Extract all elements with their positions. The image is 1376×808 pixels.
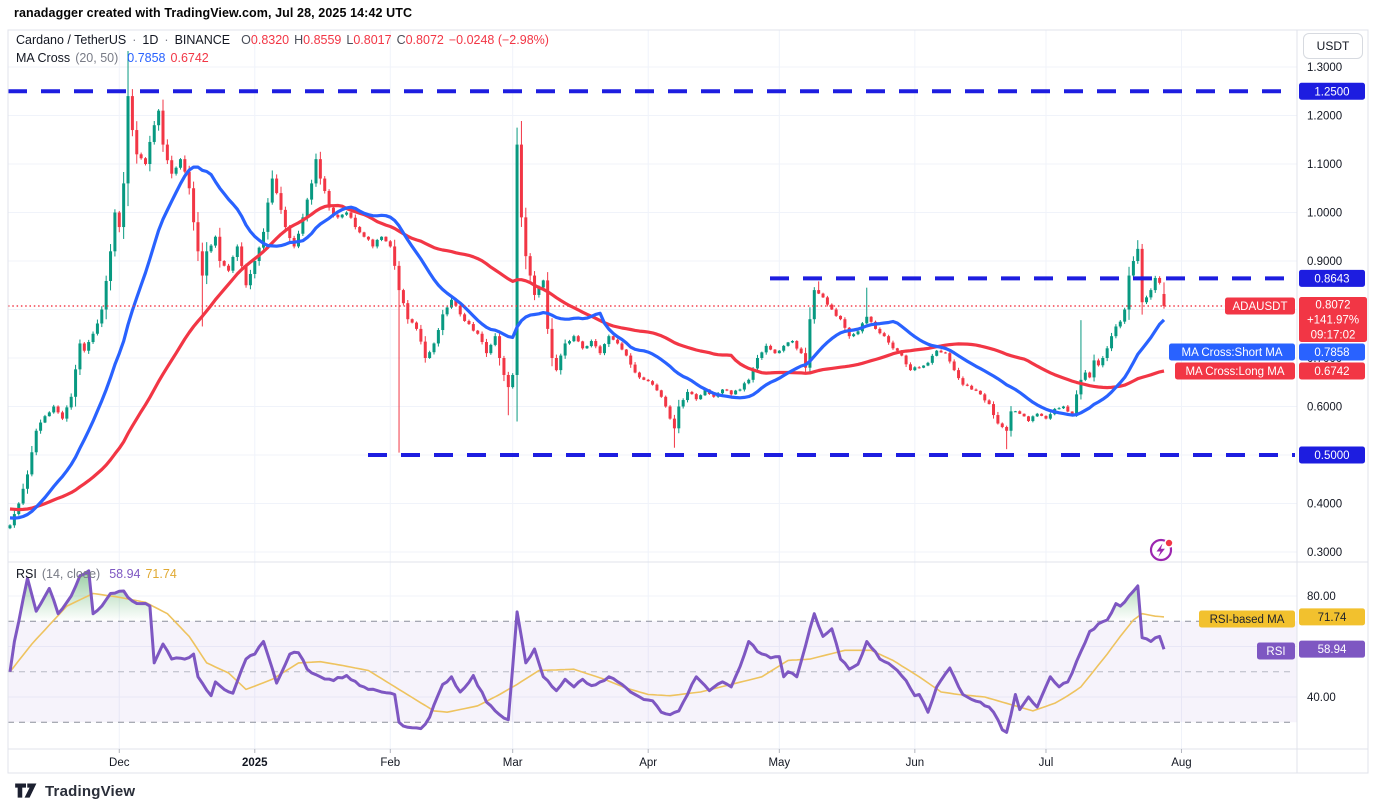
ma-cross-legend-row: MA Cross (20, 50) 0.7858 0.6742: [16, 51, 209, 65]
flash-ideas-icon[interactable]: [1146, 534, 1178, 566]
rsi-ma-label: [1199, 610, 1295, 628]
ma-long-label: [1175, 362, 1295, 380]
svg-text:71.74: 71.74: [1318, 612, 1347, 624]
svg-text:0.6742: 0.6742: [1314, 366, 1349, 378]
change-value: −0.0248 (−2.98%): [448, 33, 549, 47]
legend-separator: ·: [132, 33, 137, 47]
time-label-2025: 2025: [242, 757, 268, 769]
svg-text:MA Cross:Long MA: MA Cross:Long MA: [1185, 366, 1284, 378]
svg-text:0.8072: 0.8072: [1315, 300, 1350, 312]
rsi-overbought-fill: [18, 570, 1141, 622]
rsi-value: 58.94: [109, 567, 141, 581]
svg-text:RSI: RSI: [1266, 646, 1285, 658]
ohlc-low: L 0.8017: [346, 33, 391, 47]
svg-text:0.8643: 0.8643: [1314, 273, 1349, 285]
ma-cross-args: (20, 50): [75, 51, 119, 65]
svg-text:80.00: 80.00: [1307, 591, 1336, 603]
candles: [8, 51, 1166, 530]
rsi-line: [8, 569, 1166, 734]
last-price-badge: [1299, 297, 1367, 343]
svg-text:1.3000: 1.3000: [1307, 62, 1342, 74]
svg-text:09:17:02: 09:17:02: [1311, 330, 1356, 342]
attribution-text: ranadagger created with TradingView.com,…: [14, 6, 413, 20]
svg-text:RSI-based MA: RSI-based MA: [1210, 614, 1285, 626]
time-label-Dec: Dec: [109, 757, 130, 769]
currency-unit-button[interactable]: USDT: [1303, 33, 1363, 59]
symbol-legend-row: Cardano / TetherUS · 1D · BINANCE O 0.83…: [16, 33, 549, 47]
rsi-args: (14, close): [41, 567, 101, 581]
svg-text:0.9000: 0.9000: [1307, 256, 1342, 268]
price-badge-0.6742: [1299, 362, 1365, 380]
open-label: O: [241, 33, 251, 47]
price-badge-0.5000: [1299, 446, 1365, 464]
svg-text:40.00: 40.00: [1307, 692, 1336, 704]
high-label: H: [294, 33, 304, 47]
low-value: 0.8017: [353, 33, 392, 47]
close-value: 0.8072: [405, 33, 444, 47]
legend-interval[interactable]: 1D: [142, 33, 159, 47]
price-badge-1.2500: [1299, 82, 1365, 100]
rsi-pane: [8, 569, 1297, 734]
tradingview-brand-text: TradingView: [45, 782, 136, 800]
rsi-badge-58.94: [1299, 640, 1365, 658]
svg-text:+141.97%: +141.97%: [1307, 315, 1359, 327]
open-value: 0.8320: [250, 33, 290, 47]
rsi-ma-line: [9, 592, 1165, 714]
rsi-ma-value: 71.74: [145, 567, 177, 581]
high-value: 0.8559: [303, 33, 342, 47]
symbol-price-label: [1225, 297, 1295, 315]
legend-symbol[interactable]: Cardano / TetherUS: [16, 33, 127, 47]
ma-long-value: 0.6742: [170, 51, 209, 65]
price-badge-0.7858: [1299, 343, 1365, 361]
ma-cross-title[interactable]: MA Cross: [16, 51, 71, 65]
time-label-May: May: [768, 757, 790, 769]
svg-text:1.1000: 1.1000: [1307, 159, 1342, 171]
price-axis[interactable]: 1.30001.20001.10001.00000.90000.70000.60…: [1299, 62, 1367, 704]
time-label-Jul: Jul: [1039, 757, 1054, 769]
svg-text:0.5000: 0.5000: [1314, 450, 1349, 462]
rsi-legend-row: RSI (14, close) 58.94 71.74: [16, 567, 177, 581]
time-label-Aug: Aug: [1171, 757, 1191, 769]
ma-long-line: [9, 203, 1165, 512]
low-label: L: [346, 33, 354, 47]
ohlc-open: O 0.8320: [241, 33, 289, 47]
legend-separator: ·: [164, 33, 169, 47]
level-lines: [8, 89, 1295, 457]
pane-borders: [7, 29, 1369, 774]
time-label-Apr: Apr: [639, 757, 657, 769]
ma-lines: [9, 165, 1166, 520]
svg-text:MA Cross:Short MA: MA Cross:Short MA: [1182, 347, 1283, 359]
svg-text:1.0000: 1.0000: [1307, 208, 1342, 220]
svg-text:58.94: 58.94: [1318, 644, 1347, 656]
plot-level-labels: ADAUSDT MA Cross:Short MA MA Cross:Long MA…: [1169, 297, 1295, 660]
svg-text:1.2000: 1.2000: [1307, 111, 1342, 123]
ma-short-value: 0.7858: [127, 51, 166, 65]
svg-text:0.3000: 0.3000: [1307, 547, 1342, 559]
footer-brand[interactable]: TradingView: [14, 779, 135, 803]
svg-text:0.6000: 0.6000: [1307, 401, 1342, 413]
tradingview-logo-icon: [15, 783, 37, 798]
time-axis[interactable]: Dec 2025 Feb Mar Apr May Jun Jul Aug: [109, 749, 1192, 769]
svg-text:0.7858: 0.7858: [1314, 347, 1349, 359]
time-label-Feb: Feb: [380, 757, 400, 769]
legend-exchange[interactable]: BINANCE: [174, 33, 231, 47]
price-badge-0.8643: [1299, 269, 1365, 287]
ma-short-line: [9, 165, 1166, 520]
ohlc-close: C 0.8072: [397, 33, 444, 47]
time-label-Mar: Mar: [503, 757, 523, 769]
rsi-label: [1257, 642, 1295, 660]
svg-text:ADAUSDT: ADAUSDT: [1233, 301, 1288, 313]
rsi-badge-71.74: [1299, 608, 1365, 626]
rsi-title[interactable]: RSI: [16, 567, 37, 581]
time-label-Jun: Jun: [906, 757, 925, 769]
svg-text:0.4000: 0.4000: [1307, 498, 1342, 510]
ma-short-label: [1169, 343, 1295, 361]
ohlc-high: H 0.8559: [294, 33, 341, 47]
close-label: C: [396, 33, 406, 47]
svg-text:1.2500: 1.2500: [1314, 86, 1349, 98]
